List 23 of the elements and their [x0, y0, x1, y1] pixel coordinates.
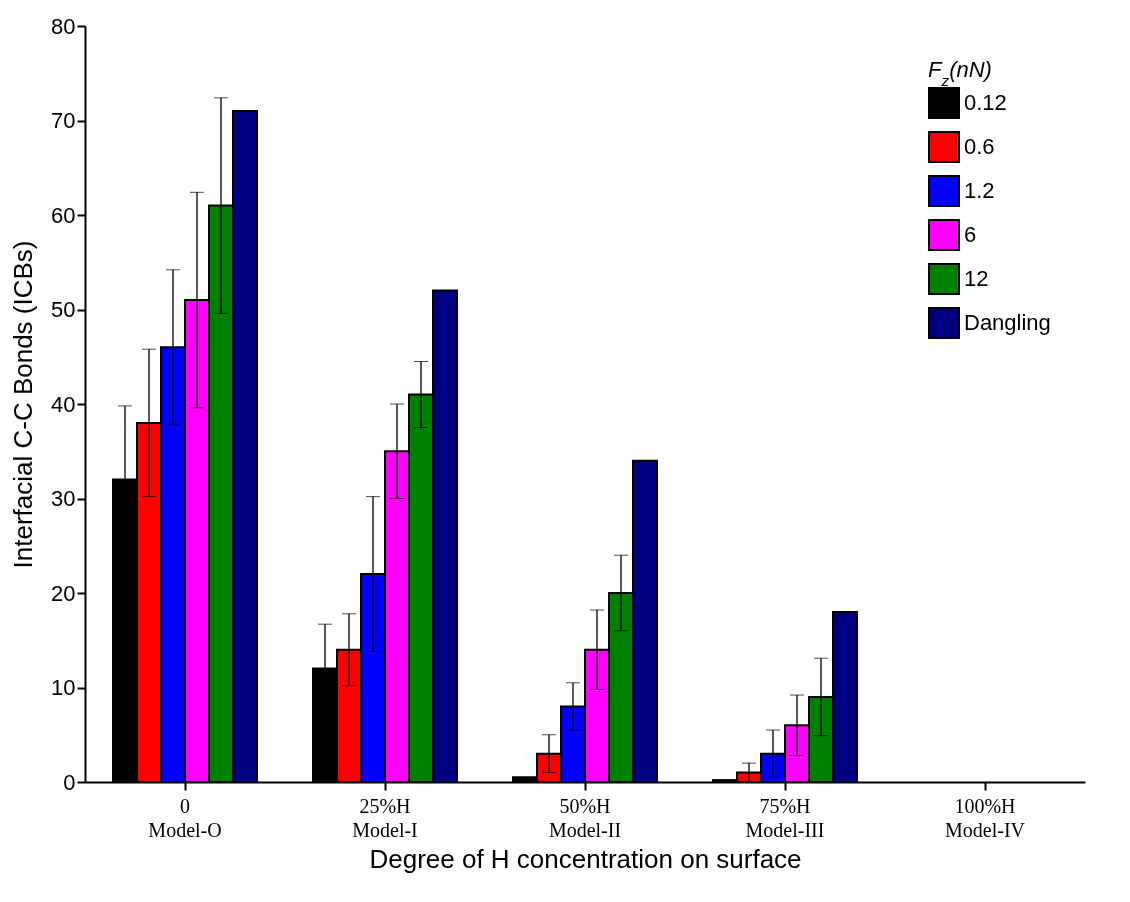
y-tick-label: 70: [51, 108, 76, 133]
y-tick-label: 40: [51, 391, 76, 417]
y-tick-label: 60: [51, 202, 76, 228]
legend-label: Dangling: [964, 310, 1051, 335]
y-axis-title: Interfacial C-C Bonds (ICBs): [8, 240, 39, 569]
x-axis-title: Degree of H concentration on surface: [369, 843, 802, 874]
x-tick-label: 0 Model-O: [148, 794, 222, 841]
x-tick-label: 100%H Model-IV: [945, 794, 1026, 841]
x-tick-label: 25%H Model-I: [352, 794, 418, 841]
y-tick-label: 20: [51, 580, 76, 606]
y-tick-label: 10: [51, 675, 76, 700]
y-tick-label: 30: [51, 486, 76, 511]
y-tick-label: 50: [51, 297, 76, 322]
y-tick-label: 0: [63, 769, 76, 795]
x-tick-label: 75%H Model-III: [745, 794, 825, 841]
x-tick-label: 50%H Model-II: [548, 794, 622, 841]
legend-label: 0.12: [964, 90, 1007, 115]
legend-label: 6: [964, 222, 977, 247]
legend-label: 12: [964, 266, 989, 291]
legend-label: 0.6: [964, 134, 995, 159]
legend-title: F$_{z}$(nN): [928, 57, 992, 89]
legend-label: 1.2: [964, 178, 995, 203]
y-tick-label: 80: [51, 13, 76, 39]
